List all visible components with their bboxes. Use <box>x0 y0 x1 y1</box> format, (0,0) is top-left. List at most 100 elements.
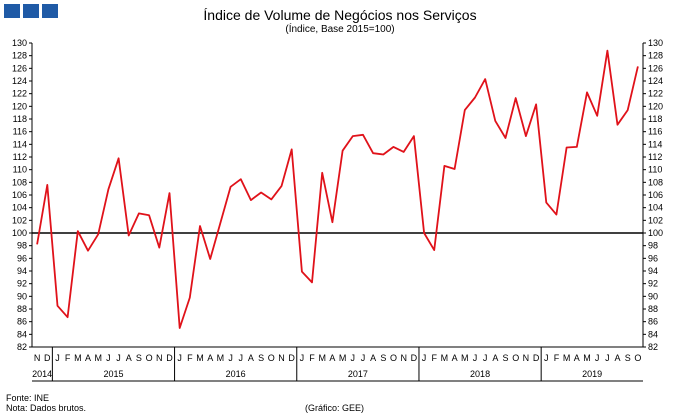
y-tick-label-right: 90 <box>648 291 658 301</box>
data-point <box>372 152 374 154</box>
year-label: 2014 <box>32 369 52 379</box>
data-point <box>148 214 150 216</box>
y-tick-label-left: 102 <box>12 215 27 225</box>
month-label: M <box>583 353 591 363</box>
y-tick-label-left: 100 <box>12 228 27 238</box>
y-tick-label-left: 92 <box>17 279 27 289</box>
data-point <box>209 258 211 260</box>
month-label: S <box>258 353 264 363</box>
data-point <box>535 103 537 105</box>
month-label: A <box>615 353 621 363</box>
y-tick-label-left: 90 <box>17 291 27 301</box>
y-tick-label-right: 122 <box>648 89 663 99</box>
data-point <box>189 296 191 298</box>
data-point <box>260 191 262 193</box>
month-label: M <box>217 353 225 363</box>
month-label: F <box>554 353 560 363</box>
data-point <box>280 185 282 187</box>
data-point <box>321 172 323 174</box>
y-tick-label-left: 114 <box>13 139 27 149</box>
month-label: J <box>473 353 478 363</box>
month-label: F <box>65 353 71 363</box>
y-tick-label-right: 110 <box>648 165 662 175</box>
year-label: 2018 <box>470 369 490 379</box>
month-label: J <box>300 353 305 363</box>
data-point <box>474 96 476 98</box>
data-point <box>117 157 119 159</box>
data-point <box>66 316 68 318</box>
month-label: A <box>492 353 498 363</box>
data-point <box>138 212 140 214</box>
data-point <box>545 201 547 203</box>
year-label: 2015 <box>103 369 123 379</box>
data-point <box>199 225 201 227</box>
data-point <box>311 281 313 283</box>
y-tick-label-right: 92 <box>648 279 658 289</box>
month-label: A <box>126 353 132 363</box>
month-label: J <box>177 353 182 363</box>
y-tick-label-left: 104 <box>12 203 27 213</box>
data-point <box>606 49 608 51</box>
y-tick-label-left: 110 <box>13 165 27 175</box>
y-tick-label-right: 106 <box>648 190 663 200</box>
data-point <box>240 178 242 180</box>
y-tick-label-left: 86 <box>17 317 27 327</box>
month-label: F <box>187 353 193 363</box>
y-tick-label-right: 86 <box>648 317 658 327</box>
data-point <box>616 124 618 126</box>
y-tick-label-right: 124 <box>648 76 663 86</box>
month-label: F <box>309 353 315 363</box>
month-label: J <box>595 353 600 363</box>
y-tick-label-right: 118 <box>648 114 662 124</box>
brand-logo-block-2 <box>23 4 39 18</box>
y-tick-label-left: 82 <box>17 342 27 352</box>
month-label: M <box>196 353 204 363</box>
y-tick-label-right: 98 <box>648 241 658 251</box>
month-label: D <box>44 353 51 363</box>
month-label: M <box>339 353 347 363</box>
data-point <box>484 78 486 80</box>
month-label: D <box>411 353 418 363</box>
month-label: J <box>55 353 60 363</box>
month-label: D <box>533 353 540 363</box>
y-tick-label-left: 122 <box>12 89 27 99</box>
month-label: A <box>329 353 335 363</box>
month-label: N <box>34 353 41 363</box>
data-point <box>504 137 506 139</box>
y-tick-label-left: 96 <box>17 253 27 263</box>
data-point <box>453 168 455 170</box>
y-tick-label-right: 84 <box>648 329 658 339</box>
month-label: J <box>239 353 244 363</box>
month-label: N <box>156 353 163 363</box>
data-point <box>586 91 588 93</box>
data-point <box>107 188 109 190</box>
brand-logo-block-1 <box>4 4 20 18</box>
y-tick-label-left: 126 <box>12 63 27 73</box>
y-tick-label-left: 84 <box>17 329 27 339</box>
y-tick-label-right: 100 <box>648 228 663 238</box>
y-tick-label-left: 128 <box>12 51 27 61</box>
data-point <box>525 135 527 137</box>
y-tick-label-left: 108 <box>12 177 27 187</box>
month-label: O <box>634 353 641 363</box>
month-label: N <box>400 353 407 363</box>
data-point <box>128 234 130 236</box>
month-label: O <box>390 353 397 363</box>
data-point <box>341 149 343 151</box>
data-point <box>87 250 89 252</box>
y-tick-label-left: 112 <box>13 152 27 162</box>
data-point <box>158 246 160 248</box>
chart-subtitle: (Índice, Base 2015=100) <box>285 24 395 35</box>
month-label: A <box>574 353 580 363</box>
y-tick-label-left: 130 <box>12 38 27 48</box>
data-point <box>56 305 58 307</box>
month-label: D <box>288 353 295 363</box>
month-label: S <box>503 353 509 363</box>
data-point <box>423 232 425 234</box>
month-label: N <box>278 353 285 363</box>
data-point <box>168 192 170 194</box>
month-label: J <box>351 353 356 363</box>
month-label: F <box>431 353 437 363</box>
month-label: M <box>441 353 449 363</box>
